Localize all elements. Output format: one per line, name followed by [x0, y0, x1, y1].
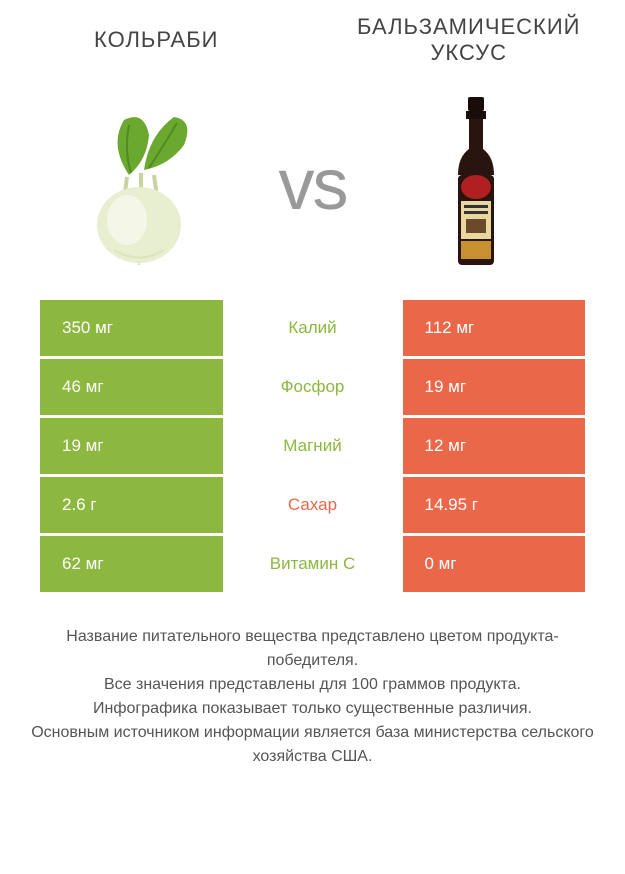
footer-line: Название питательного вещества представл… [30, 625, 595, 673]
footer-notes: Название питательного вещества представл… [0, 595, 625, 769]
left-value-cell: 46 мг [40, 359, 223, 415]
nutrient-cell: Сахар [223, 477, 403, 533]
right-value-cell: 0 мг [403, 536, 586, 592]
right-value-cell: 14.95 г [403, 477, 586, 533]
nutrient-cell: Фосфор [223, 359, 403, 415]
table-row: 62 мг Витамин C 0 мг [40, 536, 585, 592]
header-row: Кольраби Бальзамический уксус [0, 0, 625, 80]
right-product-title: Бальзамический уксус [313, 14, 625, 66]
nutrient-cell: Калий [223, 300, 403, 356]
left-product-title: Кольраби [0, 27, 313, 53]
footer-line: Основным источником информации является … [30, 721, 595, 769]
product-images-row: vs [0, 80, 625, 300]
right-value-cell: 19 мг [403, 359, 586, 415]
left-value-cell: 2.6 г [40, 477, 223, 533]
footer-line: Инфографика показывает только существенн… [30, 697, 595, 721]
kohlrabi-icon [69, 105, 229, 265]
right-value-cell: 12 мг [403, 418, 586, 474]
table-row: 2.6 г Сахар 14.95 г [40, 477, 585, 533]
right-value-cell: 112 мг [403, 300, 586, 356]
left-value-cell: 350 мг [40, 300, 223, 356]
nutrient-cell: Витамин C [223, 536, 403, 592]
table-row: 19 мг Магний 12 мг [40, 418, 585, 474]
nutrient-cell: Магний [223, 418, 403, 474]
footer-line: Все значения представлены для 100 граммо… [30, 673, 595, 697]
table-row: 350 мг Калий 112 мг [40, 300, 585, 356]
left-value-cell: 19 мг [40, 418, 223, 474]
left-value-cell: 62 мг [40, 536, 223, 592]
vs-label: vs [269, 144, 357, 226]
comparison-table: 350 мг Калий 112 мг 46 мг Фосфор 19 мг 1… [0, 300, 625, 592]
left-product-image [30, 90, 269, 280]
table-row: 46 мг Фосфор 19 мг [40, 359, 585, 415]
right-product-image [357, 90, 596, 280]
balsamic-bottle-icon [446, 95, 506, 275]
